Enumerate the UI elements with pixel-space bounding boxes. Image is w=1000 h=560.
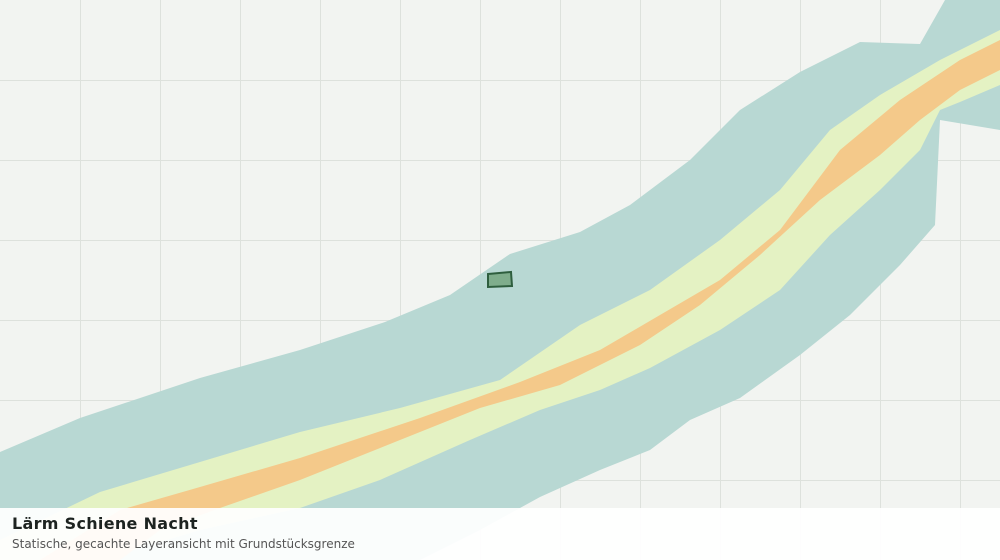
parcel-boundary[interactable] <box>487 270 514 289</box>
layer-title: Lärm Schiene Nacht <box>12 514 198 533</box>
noise-zone-middle <box>0 30 1000 560</box>
layer-subtitle: Statische, gecachte Layeransicht mit Gru… <box>12 537 355 551</box>
legend-footer: Lärm Schiene Nacht Statische, gecachte L… <box>0 508 1000 560</box>
